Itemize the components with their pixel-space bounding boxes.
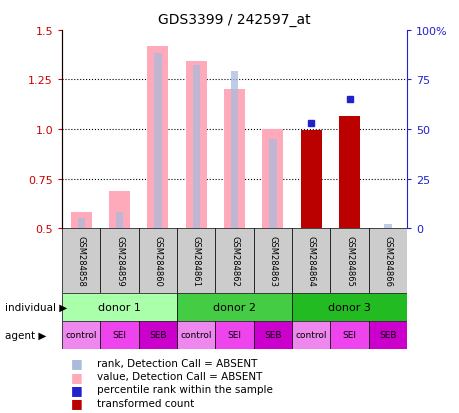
FancyBboxPatch shape bbox=[215, 229, 253, 293]
Bar bbox=[230, 72, 238, 229]
Bar bbox=[300, 130, 321, 229]
Bar bbox=[338, 117, 359, 229]
Text: GSM284861: GSM284861 bbox=[191, 235, 200, 286]
Bar bbox=[177, 293, 291, 321]
Bar bbox=[291, 321, 330, 349]
Text: control: control bbox=[295, 330, 326, 339]
Text: SEB: SEB bbox=[149, 330, 166, 339]
Text: individual ▶: individual ▶ bbox=[5, 302, 67, 312]
Bar bbox=[71, 213, 92, 229]
Bar bbox=[291, 293, 406, 321]
Bar bbox=[185, 62, 207, 229]
Bar bbox=[139, 321, 177, 349]
Text: GSM284865: GSM284865 bbox=[344, 235, 353, 286]
Bar bbox=[330, 321, 368, 349]
Bar bbox=[78, 219, 85, 229]
Bar bbox=[215, 321, 253, 349]
FancyBboxPatch shape bbox=[291, 229, 330, 293]
Text: GSM284862: GSM284862 bbox=[230, 235, 239, 286]
Bar bbox=[109, 191, 130, 229]
Bar bbox=[154, 55, 161, 229]
Text: donor 3: donor 3 bbox=[327, 302, 370, 312]
FancyBboxPatch shape bbox=[177, 229, 215, 293]
FancyBboxPatch shape bbox=[139, 229, 177, 293]
Bar bbox=[116, 213, 123, 229]
Bar bbox=[147, 46, 168, 229]
Text: control: control bbox=[180, 330, 212, 339]
Text: transformed count: transformed count bbox=[96, 398, 193, 408]
Text: value, Detection Call = ABSENT: value, Detection Call = ABSENT bbox=[96, 371, 262, 381]
Text: ■: ■ bbox=[71, 356, 83, 369]
Bar bbox=[253, 321, 291, 349]
FancyBboxPatch shape bbox=[253, 229, 291, 293]
Text: GSM284860: GSM284860 bbox=[153, 235, 162, 286]
Text: SEI: SEI bbox=[227, 330, 241, 339]
Text: SEI: SEI bbox=[112, 330, 126, 339]
Text: GSM284858: GSM284858 bbox=[77, 235, 85, 286]
FancyBboxPatch shape bbox=[330, 229, 368, 293]
Text: SEB: SEB bbox=[263, 330, 281, 339]
Text: ■: ■ bbox=[71, 370, 83, 383]
Text: percentile rank within the sample: percentile rank within the sample bbox=[96, 385, 272, 394]
Bar bbox=[62, 293, 177, 321]
Text: GSM284866: GSM284866 bbox=[383, 235, 392, 286]
FancyBboxPatch shape bbox=[100, 229, 139, 293]
Text: donor 2: donor 2 bbox=[213, 302, 256, 312]
Bar bbox=[62, 321, 100, 349]
Text: donor 1: donor 1 bbox=[98, 302, 141, 312]
Text: control: control bbox=[65, 330, 97, 339]
Bar bbox=[262, 130, 283, 229]
Text: SEB: SEB bbox=[378, 330, 396, 339]
Text: ■: ■ bbox=[71, 383, 83, 396]
Text: GSM284859: GSM284859 bbox=[115, 235, 124, 286]
Bar bbox=[100, 321, 139, 349]
Bar bbox=[383, 225, 391, 229]
Title: GDS3399 / 242597_at: GDS3399 / 242597_at bbox=[158, 13, 310, 27]
Text: agent ▶: agent ▶ bbox=[5, 330, 46, 340]
Text: GSM284864: GSM284864 bbox=[306, 235, 315, 286]
Bar bbox=[224, 90, 245, 229]
Text: GSM284863: GSM284863 bbox=[268, 235, 277, 286]
Text: SEI: SEI bbox=[342, 330, 356, 339]
FancyBboxPatch shape bbox=[62, 229, 100, 293]
Bar bbox=[177, 321, 215, 349]
Bar bbox=[269, 140, 276, 229]
Bar bbox=[192, 66, 200, 229]
FancyBboxPatch shape bbox=[368, 229, 406, 293]
Text: ■: ■ bbox=[71, 396, 83, 409]
Text: rank, Detection Call = ABSENT: rank, Detection Call = ABSENT bbox=[96, 358, 257, 368]
Bar bbox=[368, 321, 406, 349]
